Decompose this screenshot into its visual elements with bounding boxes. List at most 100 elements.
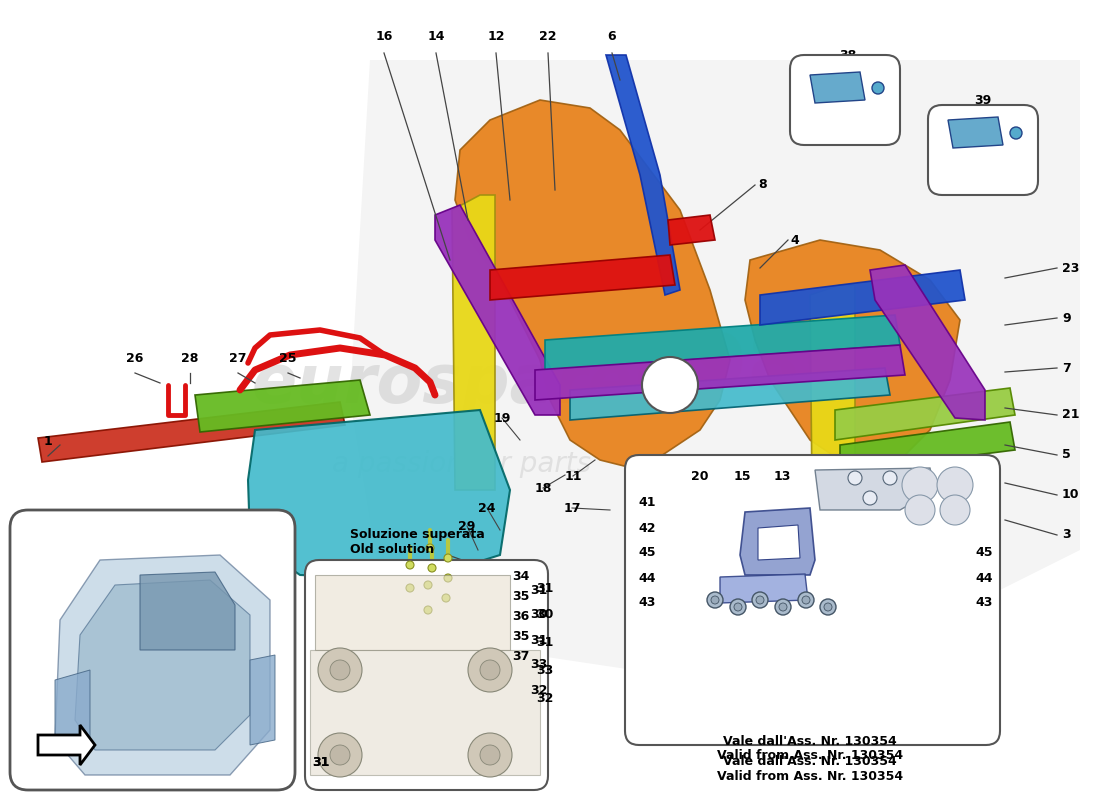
- Text: eurospares: eurospares: [251, 351, 673, 417]
- Circle shape: [779, 603, 786, 611]
- Text: 41: 41: [638, 497, 656, 510]
- Polygon shape: [810, 72, 865, 103]
- Text: Vale dall'Ass. Nr. 130354: Vale dall'Ass. Nr. 130354: [723, 755, 896, 768]
- Text: 28: 28: [182, 352, 199, 365]
- Circle shape: [406, 584, 414, 592]
- Text: 35: 35: [512, 630, 529, 642]
- Text: Old solution: Old solution: [350, 543, 434, 556]
- FancyBboxPatch shape: [928, 105, 1038, 195]
- FancyBboxPatch shape: [10, 510, 295, 790]
- Polygon shape: [668, 215, 715, 245]
- Circle shape: [318, 733, 362, 777]
- Circle shape: [730, 599, 746, 615]
- Polygon shape: [948, 117, 1003, 148]
- Polygon shape: [310, 650, 540, 775]
- Polygon shape: [350, 60, 1080, 680]
- Polygon shape: [248, 410, 510, 580]
- FancyBboxPatch shape: [625, 455, 1000, 745]
- Text: 38: 38: [839, 49, 857, 62]
- Polygon shape: [39, 402, 345, 462]
- Circle shape: [776, 599, 791, 615]
- Text: 12: 12: [487, 30, 505, 43]
- Circle shape: [444, 554, 452, 562]
- Circle shape: [848, 471, 862, 485]
- Circle shape: [444, 574, 452, 582]
- Text: 33: 33: [530, 658, 548, 671]
- Text: 6: 6: [607, 30, 616, 43]
- Circle shape: [468, 648, 512, 692]
- Text: 34: 34: [512, 570, 529, 582]
- Polygon shape: [544, 315, 900, 370]
- Polygon shape: [452, 195, 495, 490]
- Text: 33: 33: [536, 663, 553, 677]
- Text: 31: 31: [312, 757, 330, 770]
- Circle shape: [820, 599, 836, 615]
- Text: 36: 36: [512, 610, 529, 622]
- Polygon shape: [745, 240, 960, 470]
- Polygon shape: [315, 575, 510, 650]
- Text: 32: 32: [536, 691, 553, 705]
- Text: 35: 35: [512, 590, 529, 602]
- Circle shape: [428, 564, 436, 572]
- Text: 45: 45: [638, 546, 656, 559]
- Text: 7: 7: [1062, 362, 1070, 374]
- Circle shape: [1010, 127, 1022, 139]
- Text: 16: 16: [375, 30, 393, 43]
- Polygon shape: [758, 525, 800, 560]
- Polygon shape: [760, 270, 965, 325]
- Text: 30: 30: [536, 609, 553, 622]
- Text: 29: 29: [459, 519, 475, 533]
- Text: 17: 17: [563, 502, 581, 514]
- Text: 30: 30: [530, 609, 548, 622]
- Polygon shape: [140, 572, 235, 650]
- Circle shape: [424, 606, 432, 614]
- Polygon shape: [720, 574, 808, 603]
- Text: 32: 32: [530, 683, 548, 697]
- Polygon shape: [490, 255, 675, 300]
- Circle shape: [442, 594, 450, 602]
- Circle shape: [642, 357, 698, 413]
- Text: 19: 19: [493, 411, 510, 425]
- Text: 21: 21: [1062, 409, 1079, 422]
- Polygon shape: [840, 422, 1015, 472]
- Text: 5: 5: [1062, 449, 1070, 462]
- FancyBboxPatch shape: [305, 560, 548, 790]
- Polygon shape: [434, 205, 560, 415]
- Text: 1: 1: [44, 435, 53, 448]
- Text: 3: 3: [1062, 529, 1070, 542]
- Text: 43: 43: [638, 597, 656, 610]
- Circle shape: [424, 581, 432, 589]
- Text: 25: 25: [279, 352, 297, 365]
- Text: a passion for parts: a passion for parts: [332, 450, 592, 478]
- FancyBboxPatch shape: [790, 55, 900, 145]
- Circle shape: [734, 603, 742, 611]
- Text: 31: 31: [530, 634, 548, 646]
- Polygon shape: [250, 655, 275, 745]
- Text: 23: 23: [1062, 262, 1079, 274]
- Circle shape: [802, 596, 810, 604]
- Text: 37: 37: [512, 650, 529, 662]
- Polygon shape: [535, 345, 905, 400]
- Circle shape: [711, 596, 719, 604]
- Text: Valid from Ass. Nr. 130354: Valid from Ass. Nr. 130354: [717, 749, 903, 762]
- Text: 31: 31: [530, 583, 548, 597]
- Text: 15: 15: [734, 470, 750, 482]
- Circle shape: [468, 733, 512, 777]
- Polygon shape: [740, 508, 815, 575]
- Text: 31: 31: [536, 582, 553, 594]
- Text: 40: 40: [662, 380, 678, 390]
- Text: 22: 22: [539, 30, 557, 43]
- Circle shape: [872, 82, 884, 94]
- Circle shape: [426, 544, 434, 552]
- Polygon shape: [39, 725, 95, 765]
- Text: 10: 10: [1062, 489, 1079, 502]
- Circle shape: [406, 561, 414, 569]
- Text: 24: 24: [478, 502, 496, 514]
- Text: 11: 11: [564, 470, 582, 482]
- Text: 31: 31: [312, 757, 330, 770]
- Circle shape: [824, 603, 832, 611]
- Text: 42: 42: [638, 522, 656, 534]
- Polygon shape: [815, 468, 935, 510]
- Text: 13: 13: [773, 470, 791, 482]
- Circle shape: [707, 592, 723, 608]
